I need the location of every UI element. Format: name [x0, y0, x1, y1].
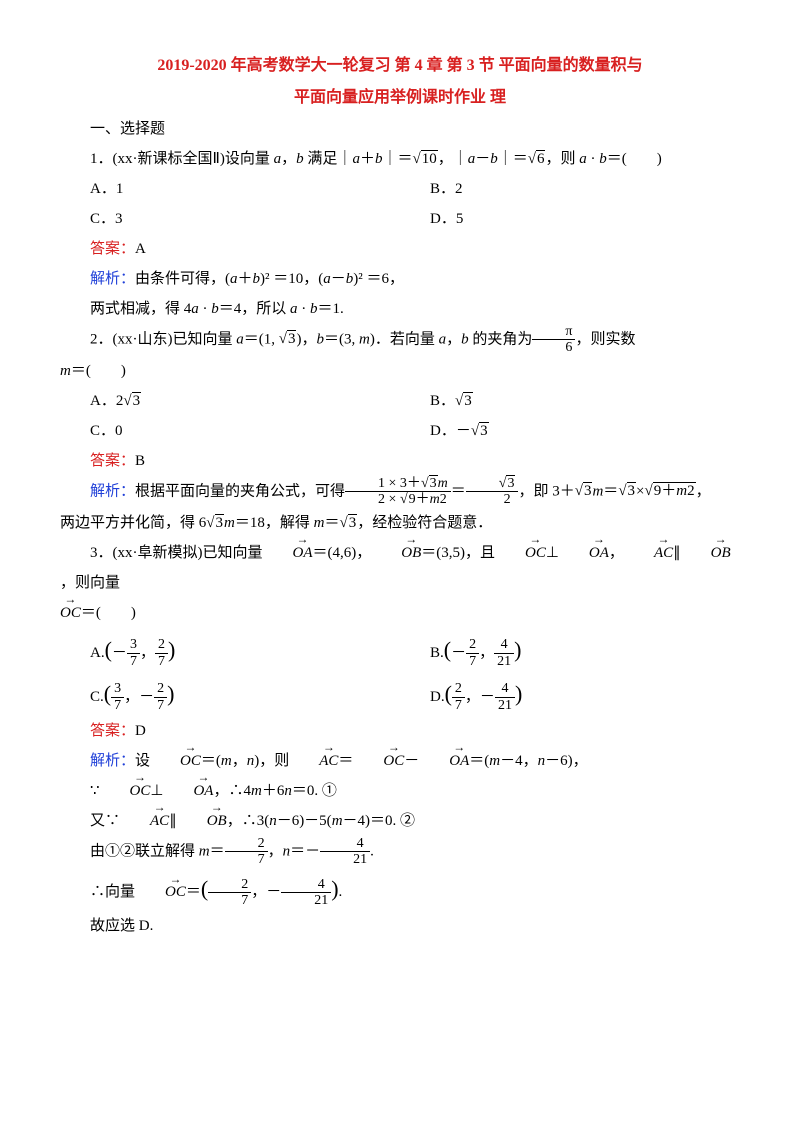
q1-stem: 1．(xx·新课标全国Ⅱ)设向量 a，b 满足｜a＋b｜＝10，｜a－b｜＝6，… [60, 144, 740, 174]
q2-stem: 2．(xx·山东)已知向量 a＝(1, 3)，b＝(3, m)．若向量 a，b … [60, 324, 740, 356]
q3-conclusion: 故应选 D. [60, 911, 740, 941]
q3-opt-c: C.(37，－27) [60, 672, 400, 716]
q1-answer: 答案：A [60, 234, 740, 264]
q3-analysis-1: 解析：设OC＝(m，n)，则AC＝OC－OA＝(m－4，n－6)， [60, 746, 740, 776]
q3-analysis-3: 又∵AC∥OB，∴3(n－6)－5(m－4)＝0. ② [60, 806, 740, 836]
q2-answer: 答案：B [60, 446, 740, 476]
q3-analysis-5: ∴向量OC＝(27，－421). [60, 867, 740, 911]
section-heading: 一、选择题 [60, 114, 740, 144]
q2-opt-d: D．－3 [400, 416, 740, 446]
q1-opt-c: C．3 [60, 204, 400, 234]
page-title-line1: 2019-2020 年高考数学大一轮复习 第 4 章 第 3 节 平面向量的数量… [60, 50, 740, 82]
q2-opt-b: B．3 [400, 386, 740, 416]
q3-opt-a: A.(－37，27) [60, 628, 400, 672]
q3-opt-d: D.(27，－421) [400, 672, 740, 716]
q1-opt-a: A．1 [60, 174, 400, 204]
q3-stem: 3．(xx·阜新模拟)已知向量OA＝(4,6)，OB＝(3,5)，且OC⊥OA，… [60, 538, 740, 598]
q2-opt-c: C．0 [60, 416, 400, 446]
answer-label: 答案： [90, 453, 135, 469]
q1-source: (xx·新课标全国Ⅱ) [113, 151, 225, 167]
q2-opt-a: A．23 [60, 386, 400, 416]
page-title-line2: 平面向量应用举例课时作业 理 [60, 82, 740, 114]
q3-stem-tail: OC＝( ) [60, 598, 740, 628]
q1-opt-d: D．5 [400, 204, 740, 234]
q2-analysis: 解析：根据平面向量的夹角公式，可得1 × 3＋3m2 × 9＋m2＝32，即 3… [60, 476, 740, 508]
analysis-label: 解析： [90, 271, 135, 287]
q3-analysis-4: 由①②联立解得 m＝27，n＝－421. [60, 836, 740, 868]
q1-analysis-2: 两式相减，得 4a · b＝4，所以 a · b＝1. [60, 294, 740, 324]
answer-label: 答案： [90, 723, 135, 739]
q2-stem-tail: m＝( ) [60, 356, 740, 386]
q1-analysis-1: 解析：由条件可得，(a＋b)² ＝10，(a－b)² ＝6， [60, 264, 740, 294]
q1-opt-b: B．2 [400, 174, 740, 204]
answer-label: 答案： [90, 241, 135, 257]
q3-opt-b: B.(－27，421) [400, 628, 740, 672]
analysis-label: 解析： [90, 483, 135, 499]
